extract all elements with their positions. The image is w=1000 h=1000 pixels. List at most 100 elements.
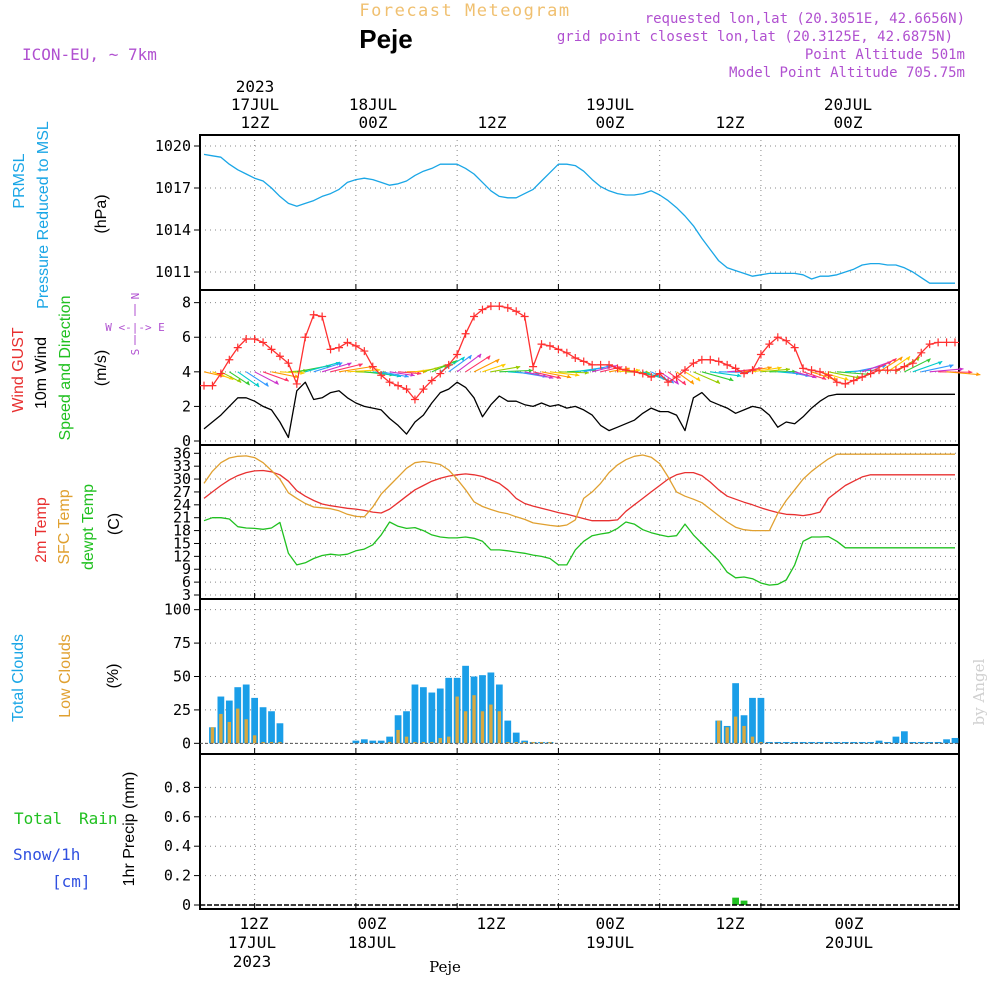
total-cloud-bar xyxy=(782,741,790,744)
wind-arrowhead xyxy=(460,356,465,362)
total-cloud-bar xyxy=(774,741,782,744)
gust-marker xyxy=(756,350,765,359)
total-cloud-bar xyxy=(808,741,815,744)
pressure-label-a: PRMSL xyxy=(11,153,28,208)
wind-arrow xyxy=(347,369,381,373)
wind-arrowhead xyxy=(264,382,269,387)
low-cloud-bar xyxy=(725,727,729,744)
wind-arrow xyxy=(828,371,861,379)
wind-arrowhead xyxy=(959,367,964,372)
wind-arrowhead xyxy=(976,372,981,377)
y-tick-label: 0.2 xyxy=(164,867,191,885)
total-cloud-bar xyxy=(268,711,275,744)
low-cloud-bar xyxy=(236,708,240,744)
bottom-time-date: 17JUL xyxy=(228,933,276,952)
bottom-time-date: 19JUL xyxy=(586,933,634,952)
low-cloud-bar xyxy=(480,711,485,744)
gust-marker xyxy=(503,303,512,312)
gust-marker xyxy=(512,307,521,316)
low-cloud-bar xyxy=(227,721,232,744)
y-tick-label: 0.6 xyxy=(164,808,191,826)
y-tick-label: 50 xyxy=(173,668,191,686)
temp-label-sfc: SFC Temp xyxy=(56,489,73,564)
gust-marker xyxy=(284,359,293,368)
gust-marker xyxy=(655,369,664,378)
wind-arrowhead xyxy=(486,355,491,360)
gust-marker xyxy=(765,340,774,349)
y-tick-label: 25 xyxy=(173,701,191,719)
gust-marker xyxy=(478,305,487,314)
low-cloud-bar xyxy=(497,711,502,744)
total-cloud-bar xyxy=(242,684,250,744)
total-cloud-bar xyxy=(765,741,773,744)
low-cloud-bar xyxy=(421,741,426,744)
top-time-hour: 00Z xyxy=(834,113,863,132)
total-cloud-bar xyxy=(504,720,512,744)
wind-arrow xyxy=(330,363,363,373)
wind-arrowhead xyxy=(556,375,562,379)
gust-marker xyxy=(520,312,529,321)
total-cloud-bars xyxy=(209,665,959,744)
compass-we-label: W <-|-> E xyxy=(105,321,165,334)
total-cloud-bar xyxy=(799,741,807,744)
wind-arrow xyxy=(254,371,279,385)
bottom-time-hour: 12Z xyxy=(477,914,506,933)
gust-marker xyxy=(773,333,782,342)
temp-unit: (C) xyxy=(106,513,123,535)
gust-marker xyxy=(900,362,909,371)
low-cloud-bar xyxy=(244,719,248,744)
wind-arrowhead xyxy=(274,380,279,385)
low-cloud-bar xyxy=(548,741,552,744)
wind-arrow xyxy=(389,371,415,377)
total-cloud-bar xyxy=(428,692,436,744)
top-time-axis: 2023 17JUL 12Z 18JUL 00Z 12Z 19JUL 00Z 1… xyxy=(231,77,872,132)
y-tick-label: 75 xyxy=(173,634,191,652)
wind-arrow xyxy=(262,371,289,382)
wind-arrowhead xyxy=(844,376,849,381)
y-tick-label: 3 xyxy=(182,586,191,604)
temp-sfc-line xyxy=(203,453,955,532)
wind-arrow xyxy=(946,371,981,376)
y-tick-label: 6 xyxy=(182,573,191,591)
gust-marker xyxy=(250,334,259,343)
wind-arrowhead xyxy=(689,379,694,385)
low-cloud-bar xyxy=(219,713,223,744)
gust-marker xyxy=(917,348,926,357)
bottom-time-axis: 12Z 17JUL 2023 00Z 18JUL 12Z 00Z 19JUL 1… xyxy=(228,914,873,971)
y-tick-label: 33 xyxy=(173,457,191,475)
location-title: Peje xyxy=(359,24,413,54)
wind-label-10m: 10m Wind xyxy=(33,337,50,409)
precip-label-total: Total xyxy=(14,809,62,828)
total-cloud-bar xyxy=(926,741,934,744)
y-tick-label: 0 xyxy=(182,734,191,752)
wind-arrowhead xyxy=(358,363,363,368)
gust-marker xyxy=(385,378,394,387)
total-cloud-bar xyxy=(360,739,368,744)
low-cloud-bar xyxy=(387,741,392,744)
temp-label-2m: 2m Temp xyxy=(33,497,50,563)
total-cloud-bar xyxy=(251,697,259,744)
gust-marker xyxy=(596,360,605,369)
dewpoint-line xyxy=(203,517,955,586)
wind-arrowhead xyxy=(937,361,943,366)
wind-panel: 0 2 4 6 8 xyxy=(182,289,981,450)
low-cloud-bars xyxy=(210,695,763,744)
clouds-panel-labels: Total Clouds Low Clouds (%) xyxy=(10,634,122,722)
total-cloud-bar xyxy=(816,741,824,744)
wind-arrow xyxy=(549,371,580,377)
wind-arrowhead xyxy=(236,378,242,383)
wind-arrow xyxy=(313,362,343,373)
point-altitude: Point Altitude 501m xyxy=(805,47,965,63)
total-cloud-bar xyxy=(445,677,453,744)
clouds-panel: 0 25 50 75 100 xyxy=(164,598,960,755)
wind-arrow xyxy=(456,353,482,373)
wind-arrowhead xyxy=(915,357,920,362)
gust-marker xyxy=(815,367,824,376)
wind-label-gust: Wind GUST xyxy=(10,327,27,413)
wind-arrow xyxy=(693,371,721,385)
pressure-unit: (hPa) xyxy=(93,194,110,233)
gust-marker xyxy=(318,312,327,321)
panel-frame xyxy=(199,444,960,600)
pressure-line xyxy=(203,153,955,284)
